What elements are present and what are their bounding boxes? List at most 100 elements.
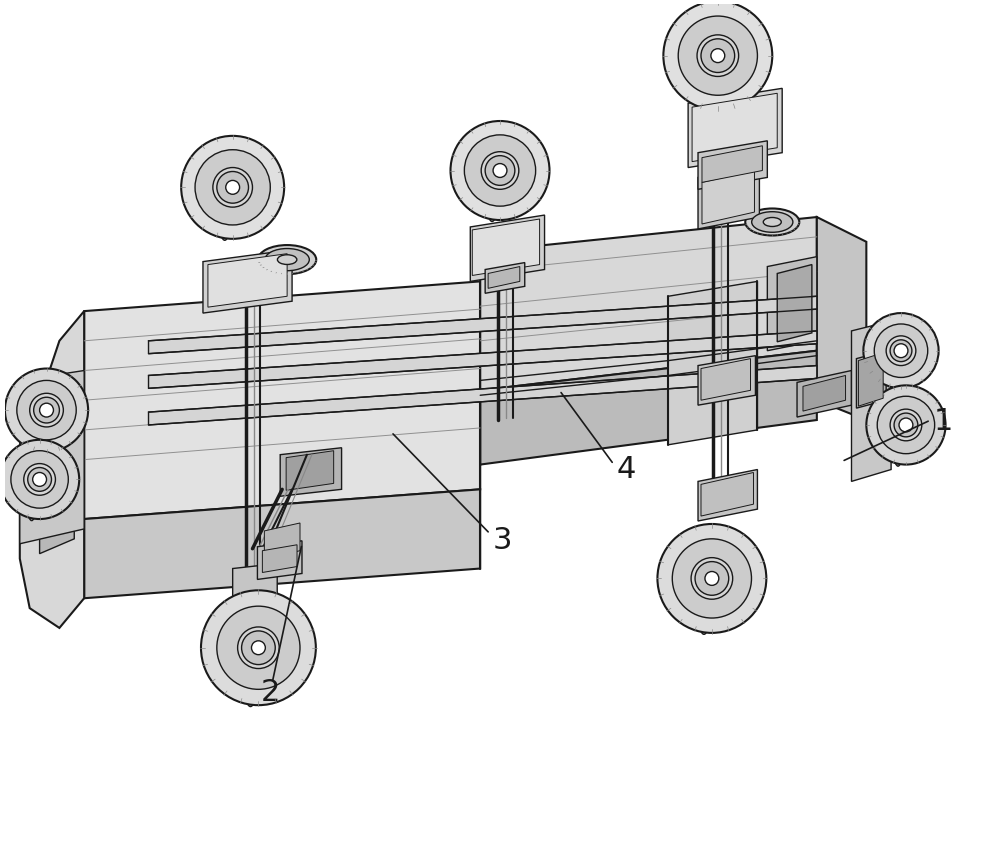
Text: 3: 3 [493,526,513,556]
Circle shape [450,121,550,220]
Polygon shape [149,331,817,389]
Ellipse shape [240,593,261,706]
Circle shape [695,561,729,595]
Polygon shape [149,296,817,354]
Circle shape [464,135,536,207]
Ellipse shape [25,443,39,521]
Circle shape [226,180,240,194]
Circle shape [24,464,55,496]
Circle shape [242,631,275,664]
Circle shape [485,156,515,185]
Circle shape [899,418,913,432]
Circle shape [213,168,252,207]
Polygon shape [470,215,545,282]
Ellipse shape [886,315,900,390]
Circle shape [33,472,47,486]
Text: 2: 2 [260,678,280,706]
Polygon shape [286,451,334,491]
Circle shape [678,16,757,95]
Circle shape [28,468,51,491]
Polygon shape [480,351,817,464]
Polygon shape [767,256,817,351]
Ellipse shape [694,527,713,634]
Polygon shape [702,170,754,224]
Circle shape [877,396,935,454]
Circle shape [34,397,59,423]
Polygon shape [702,146,762,182]
Polygon shape [262,545,297,572]
Polygon shape [472,219,540,276]
Ellipse shape [216,138,234,240]
Polygon shape [698,356,755,405]
Polygon shape [698,141,767,190]
Polygon shape [84,282,480,519]
Circle shape [493,164,507,177]
Polygon shape [692,94,777,162]
Polygon shape [817,217,866,420]
Circle shape [890,409,922,441]
Polygon shape [480,217,817,390]
Circle shape [894,344,908,357]
Circle shape [894,413,918,437]
Ellipse shape [277,255,297,265]
Circle shape [217,606,300,690]
Polygon shape [485,262,525,293]
Polygon shape [698,165,759,229]
Circle shape [181,136,284,239]
Circle shape [711,49,725,62]
Polygon shape [40,440,74,554]
Circle shape [11,451,68,508]
Circle shape [238,627,279,668]
Polygon shape [856,351,886,408]
Polygon shape [257,541,302,579]
Polygon shape [203,250,292,313]
Circle shape [886,336,916,366]
Polygon shape [280,448,342,497]
Circle shape [195,150,270,225]
Ellipse shape [752,212,793,233]
Circle shape [672,539,751,618]
Circle shape [663,1,772,110]
Polygon shape [20,371,84,544]
Circle shape [701,39,735,72]
Polygon shape [243,618,257,635]
Circle shape [481,152,519,190]
Ellipse shape [483,123,501,222]
Circle shape [697,35,739,77]
Circle shape [40,403,53,417]
Circle shape [691,557,733,599]
Circle shape [217,171,249,203]
Circle shape [863,313,939,389]
Polygon shape [208,254,287,307]
Polygon shape [701,358,750,400]
Ellipse shape [258,245,316,274]
Circle shape [890,340,912,362]
Circle shape [251,641,265,655]
Polygon shape [858,352,883,406]
Polygon shape [264,523,300,559]
Ellipse shape [745,208,799,235]
Polygon shape [688,89,782,168]
Text: 1: 1 [934,407,953,437]
Ellipse shape [700,3,719,111]
Polygon shape [233,564,277,599]
Circle shape [657,524,766,633]
Polygon shape [668,282,757,445]
Polygon shape [20,311,84,628]
Polygon shape [698,470,757,521]
Circle shape [866,385,946,464]
Circle shape [874,324,928,378]
Circle shape [705,572,719,585]
Polygon shape [797,371,851,417]
Ellipse shape [31,371,46,454]
Polygon shape [488,266,520,288]
Polygon shape [241,595,267,621]
Polygon shape [851,321,891,481]
Circle shape [17,380,76,440]
Circle shape [201,590,316,705]
Polygon shape [803,375,846,411]
Circle shape [5,368,88,452]
Ellipse shape [265,249,309,271]
Polygon shape [777,265,812,341]
Text: 4: 4 [617,455,636,484]
